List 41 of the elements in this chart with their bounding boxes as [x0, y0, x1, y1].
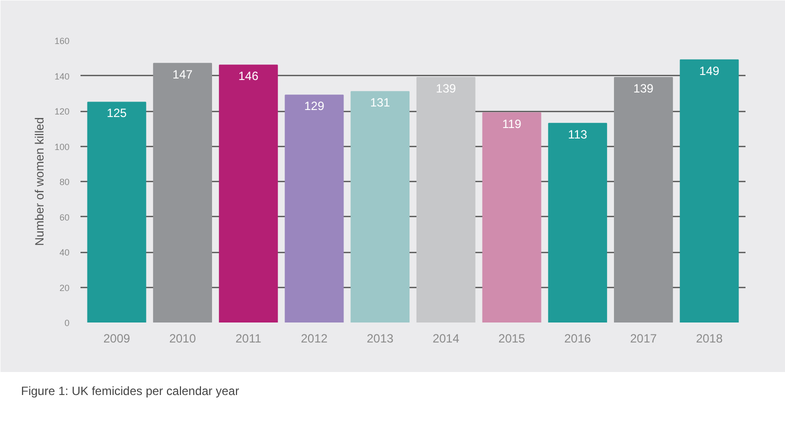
- bar: [416, 77, 476, 322]
- y-tick-label: 120: [54, 106, 70, 116]
- x-tick-label: 2009: [103, 332, 130, 346]
- bar: [87, 102, 146, 322]
- data-label: 131: [370, 96, 390, 110]
- data-label: 119: [502, 116, 522, 131]
- x-tick-label: 2010: [169, 332, 196, 346]
- y-tick-label: 80: [59, 177, 70, 187]
- data-label: 149: [699, 64, 720, 78]
- x-tick-label: 2018: [696, 332, 723, 346]
- data-label: 147: [172, 67, 193, 82]
- bar: [614, 77, 673, 322]
- y-tick-label: 0: [64, 318, 70, 328]
- x-tick-label: 2015: [498, 332, 526, 346]
- x-tick-label: 2013: [366, 332, 394, 346]
- data-label: 139: [633, 82, 654, 96]
- data-label: 125: [106, 106, 128, 120]
- y-tick-label: 160: [54, 36, 70, 46]
- x-tick-label: 2016: [564, 332, 592, 346]
- y-axis-title: Number of women killed: [32, 117, 46, 246]
- bar: [548, 122, 608, 322]
- bar: [284, 94, 344, 322]
- data-label: 146: [238, 69, 259, 84]
- x-tick-label: 2012: [300, 332, 328, 346]
- bar: [680, 59, 739, 322]
- y-tick-label: 60: [59, 212, 70, 222]
- x-tick-label: 2011: [235, 332, 262, 346]
- x-tick-label: 2014: [432, 332, 460, 346]
- y-tick-label: 100: [54, 142, 70, 152]
- bar: [218, 64, 278, 322]
- data-label: 113: [568, 127, 588, 142]
- y-tick-label: 140: [54, 71, 70, 82]
- data-label: 129: [304, 99, 325, 114]
- y-tick-label: 40: [59, 248, 70, 258]
- data-label: 139: [436, 82, 456, 96]
- bar: [153, 62, 212, 322]
- bar: [350, 91, 410, 322]
- x-tick-label: 2017: [630, 332, 658, 346]
- y-tick-label: 20: [59, 282, 70, 293]
- caption: Figure 1: UK femicides per calendar year: [21, 383, 240, 400]
- bar: [482, 112, 542, 322]
